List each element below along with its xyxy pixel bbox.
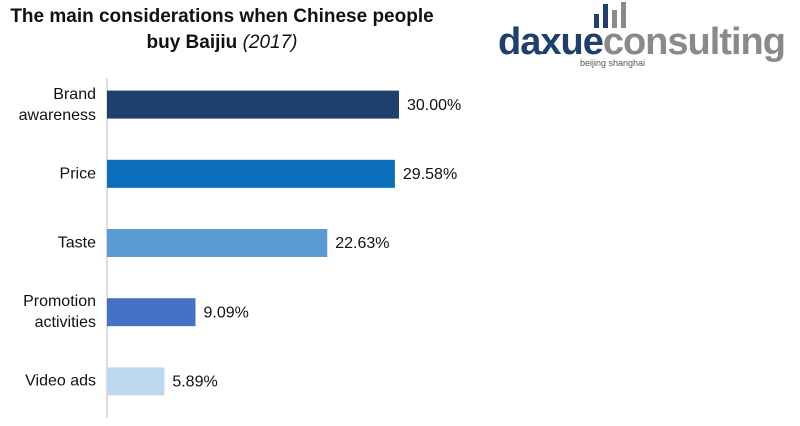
value-label: 30.00% (407, 97, 461, 114)
y-tick-label: Promotion activities (23, 293, 96, 332)
chart-title: The main considerations when Chinese peo… (10, 6, 434, 53)
y-tick-label: Video ads (25, 372, 96, 390)
logo-part: consulting (602, 21, 786, 63)
bar (107, 90, 399, 119)
value-label: 22.63% (335, 235, 389, 252)
bar (107, 159, 395, 188)
logo: daxueconsulting beijing shanghai (498, 0, 794, 70)
logo-name: daxueconsulting (498, 21, 786, 63)
value-label: 5.89% (172, 374, 217, 391)
value-label: 9.09% (203, 304, 248, 321)
y-tick-label: Brand awareness (18, 85, 96, 124)
logo-part: daxue (498, 21, 604, 63)
bar (107, 367, 165, 396)
chart-title-block: The main considerations when Chinese peo… (0, 4, 444, 56)
logo-tagline: beijing shanghai (580, 58, 646, 68)
bar (107, 229, 328, 257)
y-tick-label: Price (59, 165, 96, 183)
y-tick-label: Taste (57, 234, 96, 252)
logo-icon (594, 2, 626, 28)
bar (107, 298, 196, 327)
value-label: 29.58% (403, 166, 457, 183)
chart-subtitle: (2017) (242, 32, 298, 53)
